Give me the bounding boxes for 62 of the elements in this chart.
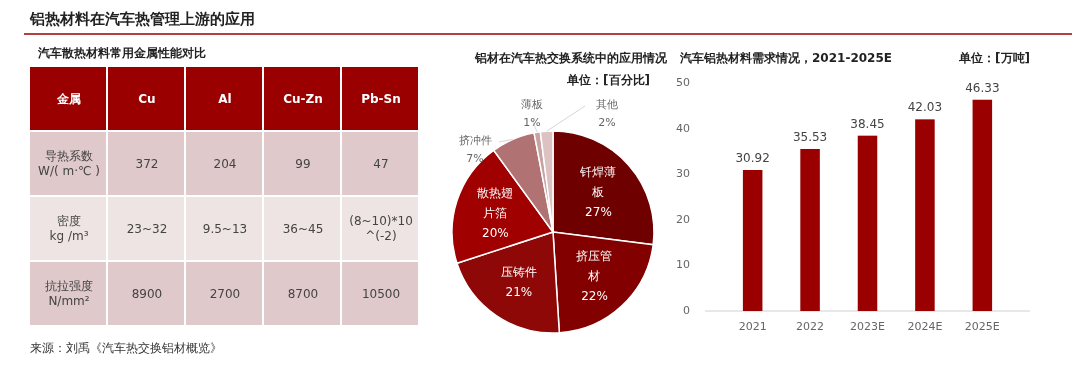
- slice-label: 压铸件: [500, 264, 537, 279]
- text: 铝热材料在汽车热管理上游的应用: [29, 10, 255, 28]
- slice-label: 其他: [596, 98, 618, 111]
- x-tick-label: 2025E: [964, 320, 1000, 333]
- slice-label: 薄板: [521, 98, 543, 111]
- bar: [915, 119, 935, 311]
- text: 8900: [131, 286, 163, 300]
- slice-label: 挤冲件: [458, 134, 492, 147]
- category-label: 密度 kg /m³: [49, 213, 89, 243]
- chart-subtitle: 单位：[万吨]: [958, 51, 1030, 65]
- chart-title: 铝材在汽车热交换系统中的应用情况: [474, 51, 668, 65]
- x-tick-label: 2023E: [850, 320, 886, 333]
- text: 23~32: [126, 221, 168, 235]
- x-tick-label: 2024E: [907, 320, 943, 333]
- text: 8700: [287, 286, 319, 300]
- x-tick-label: 2021: [738, 320, 767, 333]
- bar: [857, 135, 878, 311]
- text: 36~45: [282, 221, 324, 235]
- y-tick-label: 20: [676, 212, 690, 226]
- text: 9.5~13: [202, 221, 248, 235]
- category-label: 导热系数 W/( m·℃ ): [38, 148, 100, 178]
- x-tick-label: 2022: [796, 320, 825, 333]
- data-label: 42.03: [907, 100, 943, 115]
- source-note: 来源：刘禹《汽车热交换铝材概览》: [30, 341, 222, 355]
- slice-label: 钎焊薄板: [579, 164, 617, 199]
- y-tick-label: 40: [676, 121, 690, 135]
- bar: [742, 170, 763, 311]
- data-label: 20%: [482, 225, 509, 240]
- data-label: 46.33: [965, 80, 1000, 95]
- data-label: 35.53: [792, 129, 828, 144]
- text: 10500: [361, 286, 401, 300]
- data-label: 21%: [505, 284, 533, 299]
- category-label: 金属: [56, 91, 81, 105]
- y-tick-label: 30: [676, 167, 690, 181]
- y-tick-label: 10: [676, 258, 690, 272]
- text: 204: [213, 156, 237, 170]
- text: 47: [373, 156, 389, 170]
- slice-label: 挤压管材: [576, 248, 613, 283]
- text: (8~10)*10 ^(-2): [349, 213, 413, 243]
- category-label: 抗拉强度 N/mm²: [45, 278, 93, 308]
- data-label: 2%: [598, 116, 616, 129]
- data-label: 30.92: [735, 151, 770, 165]
- data-label: 7%: [466, 152, 484, 165]
- data-label: 1%: [523, 116, 541, 129]
- chart-title: 汽车铝热材料需求情况，2021-2025E: [679, 51, 892, 65]
- text: 汽车散热材料常用金属性能对比: [37, 46, 206, 60]
- category-label: Pb-Sn: [361, 91, 401, 105]
- text: 372: [135, 156, 159, 170]
- y-tick-label: 0: [683, 304, 690, 317]
- data-label: 38.45: [850, 116, 885, 131]
- slice-label: 散热翅片箔: [477, 185, 514, 220]
- y-tick-label: 50: [676, 76, 690, 89]
- category-label: Cu-Zn: [283, 91, 323, 105]
- category-label: Al: [218, 91, 232, 105]
- bar: [800, 148, 820, 311]
- bar: [972, 99, 993, 311]
- data-label: 27%: [585, 204, 612, 219]
- text: 2700: [209, 286, 241, 300]
- chart-subtitle: 单位：[百分比]: [566, 73, 650, 87]
- category-label: Cu: [138, 91, 156, 105]
- text: 99: [295, 156, 311, 170]
- data-label: 22%: [581, 288, 608, 303]
